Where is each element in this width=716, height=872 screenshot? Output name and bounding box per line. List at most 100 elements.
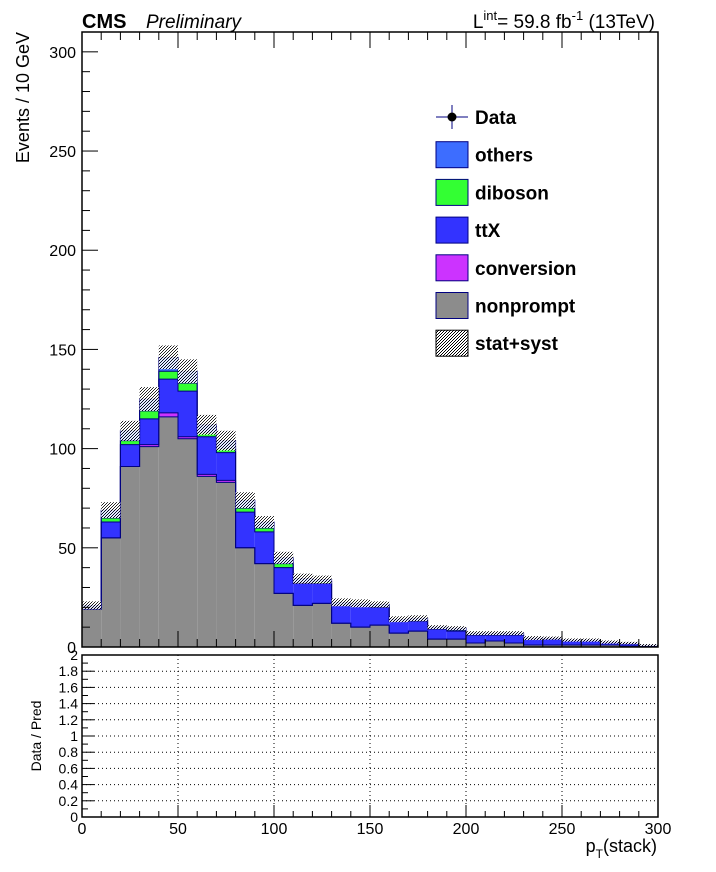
- band-bin-25: [562, 638, 582, 642]
- bar-nonprompt-bin-13: [331, 623, 351, 647]
- band-bin-23: [523, 636, 543, 641]
- bar-diboson-bin-7: [216, 448, 236, 453]
- ratio-y-tick-label: 0.6: [59, 760, 79, 776]
- ratio-y-tick-label: 1.4: [59, 696, 79, 712]
- bar-nonprompt-bin-2: [120, 466, 140, 647]
- legend-label: stat+syst: [475, 334, 559, 355]
- bar-diboson-bin-4: [158, 371, 178, 380]
- bar-ttX-bin-10: [274, 567, 294, 594]
- ratio-x-axis: 0 50 100 150 200 250 300: [78, 805, 671, 838]
- bar-ttX-bin-9: [254, 531, 274, 564]
- y-tick-label: 50: [58, 541, 76, 558]
- y-tick-label: 100: [49, 442, 76, 459]
- bar-ttX-bin-7: [216, 452, 236, 481]
- ratio-y-tick-label: 0.2: [59, 793, 79, 809]
- legend-label: others: [475, 146, 533, 167]
- ratio-y-tick-label: 0.4: [59, 777, 79, 793]
- bar-ttX-bin-6: [197, 436, 217, 475]
- bar-nonprompt-bin-27: [600, 645, 620, 647]
- bar-ttX-bin-26: [581, 641, 601, 646]
- bar-conversion-bin-6: [197, 474, 217, 477]
- lumi-label: Lint= 59.8 fb-1 (13TeV): [473, 8, 655, 33]
- band-bin-6: [197, 414, 217, 435]
- upper-y-axis: 0 50 100 150 200 250 300: [49, 31, 98, 657]
- y-tick-label: 0: [67, 640, 76, 657]
- lumi-value: = 59.8 fb: [497, 12, 571, 33]
- x-tick-label: 100: [261, 821, 288, 838]
- legend-data-marker: [447, 112, 457, 122]
- bar-nonprompt-bin-8: [235, 547, 255, 647]
- bar-ttX-bin-24: [542, 639, 562, 646]
- bar-ttX-bin-28: [619, 644, 639, 647]
- band-bin-24: [542, 636, 562, 640]
- legend-swatch-nonprompt: [435, 292, 469, 319]
- bar-diboson-bin-8: [235, 508, 255, 513]
- bar-nonprompt-bin-21: [485, 641, 505, 647]
- bar-ttX-bin-19: [446, 631, 466, 640]
- ratio-y-axis: 00.20.40.60.811.21.41.61.82: [59, 647, 94, 825]
- ratio-y-tick-label: 1: [70, 728, 78, 744]
- band-bin-22: [504, 631, 524, 636]
- y-tick-label: 150: [49, 342, 76, 359]
- uncertainty-band: [82, 345, 658, 647]
- band-bin-15: [370, 601, 390, 608]
- bar-nonprompt-bin-14: [350, 627, 370, 647]
- lumi-sup: int: [483, 8, 497, 23]
- bar-conversion-bin-7: [216, 480, 236, 483]
- ratio-y-tick-label: 1.6: [59, 679, 79, 695]
- bar-ttX-bin-11: [293, 583, 313, 606]
- bar-ttX-bin-25: [562, 641, 582, 646]
- band-bin-14: [350, 599, 370, 608]
- bar-nonprompt-bin-26: [581, 645, 601, 647]
- legend-swatch-diboson: [435, 178, 469, 206]
- bar-nonprompt-bin-17: [408, 631, 428, 647]
- bar-ttX-bin-27: [600, 643, 620, 646]
- legend-swatch-others: [435, 141, 469, 169]
- bar-ttX-bin-17: [408, 621, 428, 632]
- legend-label: Data: [475, 108, 517, 129]
- bar-ttX-bin-5: [178, 391, 198, 437]
- band-bin-18: [427, 625, 447, 630]
- bar-ttX-bin-15: [370, 607, 390, 626]
- bar-nonprompt-bin-24: [542, 645, 562, 647]
- bar-conversion-bin-3: [139, 444, 159, 447]
- bar-nonprompt-bin-20: [466, 643, 486, 647]
- ratio-y-axis-title: Data / Pred: [28, 701, 44, 772]
- x-tick-label: 250: [549, 821, 576, 838]
- bar-diboson-bin-10: [274, 563, 294, 568]
- bar-ttX-bin-2: [120, 444, 140, 467]
- bar-nonprompt-bin-10: [274, 593, 294, 647]
- bar-ttX-bin-12: [312, 583, 332, 604]
- bar-nonprompt-bin-19: [446, 639, 466, 647]
- bar-nonprompt-bin-4: [158, 416, 178, 647]
- band-bin-10: [274, 551, 294, 564]
- bar-nonprompt-bin-5: [178, 438, 198, 647]
- band-bin-5: [178, 359, 198, 384]
- bar-nonprompt-bin-0: [82, 609, 102, 647]
- bar-diboson-bin-5: [178, 383, 198, 392]
- band-bin-17: [408, 615, 428, 622]
- band-bin-11: [293, 573, 313, 584]
- band-bin-8: [235, 492, 255, 509]
- band-bin-27: [600, 640, 620, 644]
- experiment-label: CMS: [82, 11, 126, 33]
- band-bin-2: [120, 420, 140, 441]
- bar-conversion-bin-4: [158, 412, 178, 417]
- ratio-y-tick-label: 2: [70, 647, 78, 663]
- bar-ttX-bin-20: [466, 635, 486, 644]
- band-bin-9: [254, 516, 274, 528]
- upper-x-ticks: [81, 32, 659, 647]
- band-bin-7: [216, 430, 236, 451]
- ratio-y-tick-label: 1.2: [59, 712, 79, 728]
- bar-nonprompt-bin-9: [254, 563, 274, 647]
- bar-conversion-bin-5: [178, 436, 198, 439]
- bar-ttX-bin-1: [101, 522, 121, 538]
- bar-nonprompt-bin-1: [101, 537, 121, 647]
- x-tick-label: 150: [357, 821, 384, 838]
- y-tick-label: 200: [49, 243, 76, 260]
- bar-nonprompt-bin-15: [370, 625, 390, 647]
- band-bin-29: [638, 644, 658, 647]
- band-bin-16: [389, 616, 409, 623]
- bar-ttX-bin-8: [235, 512, 255, 548]
